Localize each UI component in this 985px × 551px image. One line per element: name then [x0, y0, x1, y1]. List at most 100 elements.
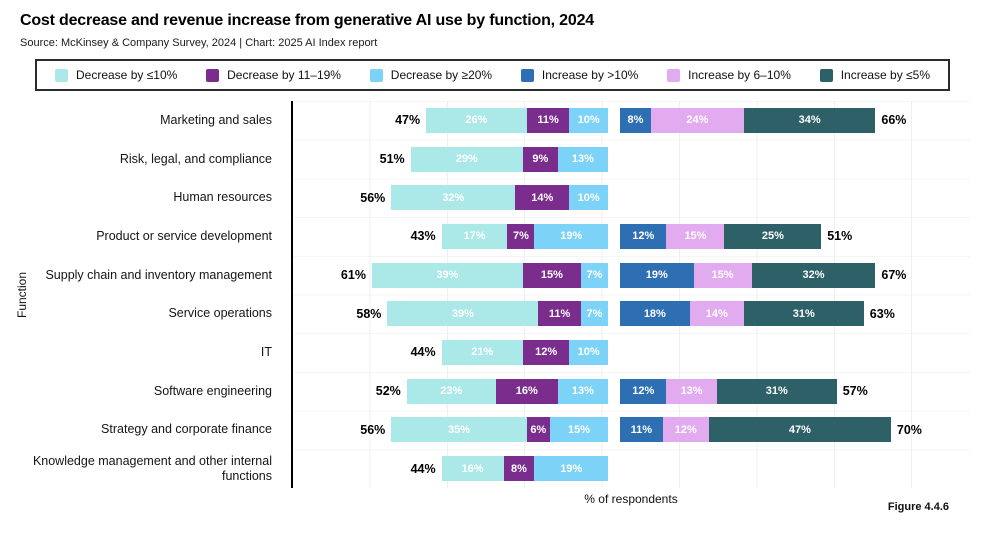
increase-bar-zone: 8% 24% 34% 66% — [620, 107, 985, 133]
chart-row: Risk, legal, and compliance 51% 29% 9% 13% — [0, 140, 985, 179]
bar-segment: 35% — [391, 417, 527, 443]
legend-item: Increase by ≤5% — [819, 68, 930, 82]
legend-item-label: Decrease by 11–19% — [227, 68, 341, 82]
legend-item: Decrease by ≥20% — [369, 68, 493, 82]
bar-segment: 47% — [709, 417, 891, 443]
category-label: Knowledge management and other internal … — [32, 453, 272, 483]
bar-segment: 19% — [620, 262, 694, 288]
bar-segment: 31% — [743, 301, 864, 327]
chart-rows: Marketing and sales 47% 26% 11% 10% 8% 24% 34% 6… — [0, 101, 985, 488]
bar-segment: 21% — [441, 339, 523, 365]
chart-row: Product or service development 43% 17% 7% 19… — [0, 217, 985, 256]
bar-segment: 10% — [569, 339, 608, 365]
category-label: Strategy and corporate finance — [101, 422, 272, 437]
bar-segment: 7% — [580, 262, 608, 288]
bar-segment: 7% — [507, 223, 535, 249]
bar-segment: 7% — [580, 301, 608, 327]
legend-swatch-icon — [369, 68, 383, 82]
bar-segment: 19% — [534, 223, 608, 249]
bar-segment: 15% — [522, 262, 581, 288]
bar-segment: 32% — [391, 185, 516, 211]
bar-segment: 15% — [693, 262, 752, 288]
increase-total-label: 51% — [827, 229, 853, 244]
legend-item-label: Increase by >10% — [541, 68, 639, 82]
increase-bar-zone: 19% 15% 32% 67% — [620, 262, 985, 288]
chart-row: Strategy and corporate finance 56% 35% 6% 15… — [0, 411, 985, 450]
stacked-bar: 12% 13% 31% — [620, 378, 837, 404]
legend-swatch-icon — [819, 68, 833, 82]
bar-segment: 11% — [620, 417, 663, 443]
stacked-bar: 29% 9% 13% — [410, 146, 608, 172]
y-axis-line — [291, 101, 293, 488]
decrease-bar-zone: 44% 21% 12% 10% — [282, 339, 608, 365]
category-label: IT — [260, 345, 272, 360]
decrease-bar-zone: 47% 26% 11% 10% — [282, 107, 608, 133]
bar-segment: 14% — [515, 185, 570, 211]
chart-source-line: Source: McKinsey & Company Survey, 2024 … — [20, 37, 378, 49]
bar-segment: 39% — [371, 262, 523, 288]
decrease-bar-zone: 43% 17% 7% 19% — [282, 223, 608, 249]
decrease-total-label: 43% — [410, 229, 436, 244]
bar-segment: 11% — [526, 107, 570, 133]
increase-total-label: 57% — [842, 384, 868, 399]
legend-swatch-icon — [520, 68, 534, 82]
bar-segment: 12% — [620, 378, 667, 404]
chart-row: Supply chain and inventory management 61%… — [0, 256, 985, 295]
increase-total-label: 66% — [881, 113, 907, 128]
bar-segment: 32% — [751, 262, 876, 288]
chart-title: Cost decrease and revenue increase from … — [20, 12, 594, 29]
stacked-bar: 23% 16% 13% — [406, 378, 608, 404]
bar-segment: 29% — [410, 146, 523, 172]
chart-row: Software engineering 52% 23% 16% 13% 12% 13% 31… — [0, 372, 985, 411]
bar-segment: 13% — [666, 378, 717, 404]
legend-item: Decrease by ≤10% — [55, 68, 177, 82]
increase-total-label: 67% — [881, 268, 907, 283]
decrease-bar-zone: 51% 29% 9% 13% — [282, 146, 608, 172]
decrease-total-label: 58% — [356, 306, 382, 321]
bar-segment: 16% — [441, 456, 504, 482]
bar-segment: 18% — [620, 301, 690, 327]
bar-segment: 24% — [650, 107, 744, 133]
bar-segment: 13% — [557, 146, 608, 172]
legend-item: Increase by >10% — [520, 68, 639, 82]
category-label: Supply chain and inventory management — [45, 267, 272, 282]
bar-segment: 16% — [495, 378, 558, 404]
decrease-bar-zone: 44% 16% 8% 19% — [282, 456, 608, 482]
decrease-bar-zone: 61% 39% 15% 7% — [282, 262, 608, 288]
bar-segment: 15% — [549, 417, 608, 443]
decrease-total-label: 56% — [360, 422, 386, 437]
bar-segment: 13% — [557, 378, 608, 404]
stacked-bar: 39% 11% 7% — [387, 301, 608, 327]
chart-row: Knowledge management and other internal … — [0, 449, 985, 488]
stacked-bar: 32% 14% 10% — [391, 185, 608, 211]
category-label: Risk, legal, and compliance — [119, 151, 272, 166]
legend-item-label: Decrease by ≥20% — [390, 68, 493, 82]
chart-row: Service operations 58% 39% 11% 7% 18% 14% 31% 63… — [0, 294, 985, 333]
decrease-total-label: 44% — [410, 345, 436, 360]
decrease-bar-zone: 56% 35% 6% 15% — [282, 417, 608, 443]
bar-chart: Marketing and sales 47% 26% 11% 10% 8% 24% 34% 6… — [0, 101, 985, 488]
decrease-bar-zone: 52% 23% 16% 13% — [282, 378, 608, 404]
bar-segment: 34% — [743, 107, 876, 133]
bar-segment: 6% — [526, 417, 550, 443]
stacked-bar: 17% 7% 19% — [441, 223, 608, 249]
stacked-bar: 16% 8% 19% — [441, 456, 608, 482]
legend-item: Decrease by 11–19% — [206, 68, 341, 82]
bar-segment: 9% — [522, 146, 558, 172]
bar-segment: 25% — [724, 223, 822, 249]
legend-item-label: Decrease by ≤10% — [76, 68, 178, 82]
stacked-bar: 26% 11% 10% — [426, 107, 608, 133]
category-label: Service operations — [168, 306, 272, 321]
increase-bar-zone: 18% 14% 31% 63% — [620, 301, 985, 327]
decrease-total-label: 44% — [410, 461, 436, 476]
stacked-bar: 21% 12% 10% — [441, 339, 608, 365]
legend-swatch-icon — [206, 68, 220, 82]
increase-bar-zone: 11% 12% 47% 70% — [620, 417, 985, 443]
decrease-total-label: 61% — [340, 268, 366, 283]
decrease-total-label: 51% — [379, 152, 405, 167]
bar-segment: 31% — [716, 378, 837, 404]
legend-item-label: Increase by 6–10% — [688, 68, 791, 82]
chart-row: Human resources 56% 32% 14% 10% — [0, 178, 985, 217]
stacked-bar: 8% 24% 34% — [620, 107, 876, 133]
increase-total-label: 63% — [869, 306, 895, 321]
